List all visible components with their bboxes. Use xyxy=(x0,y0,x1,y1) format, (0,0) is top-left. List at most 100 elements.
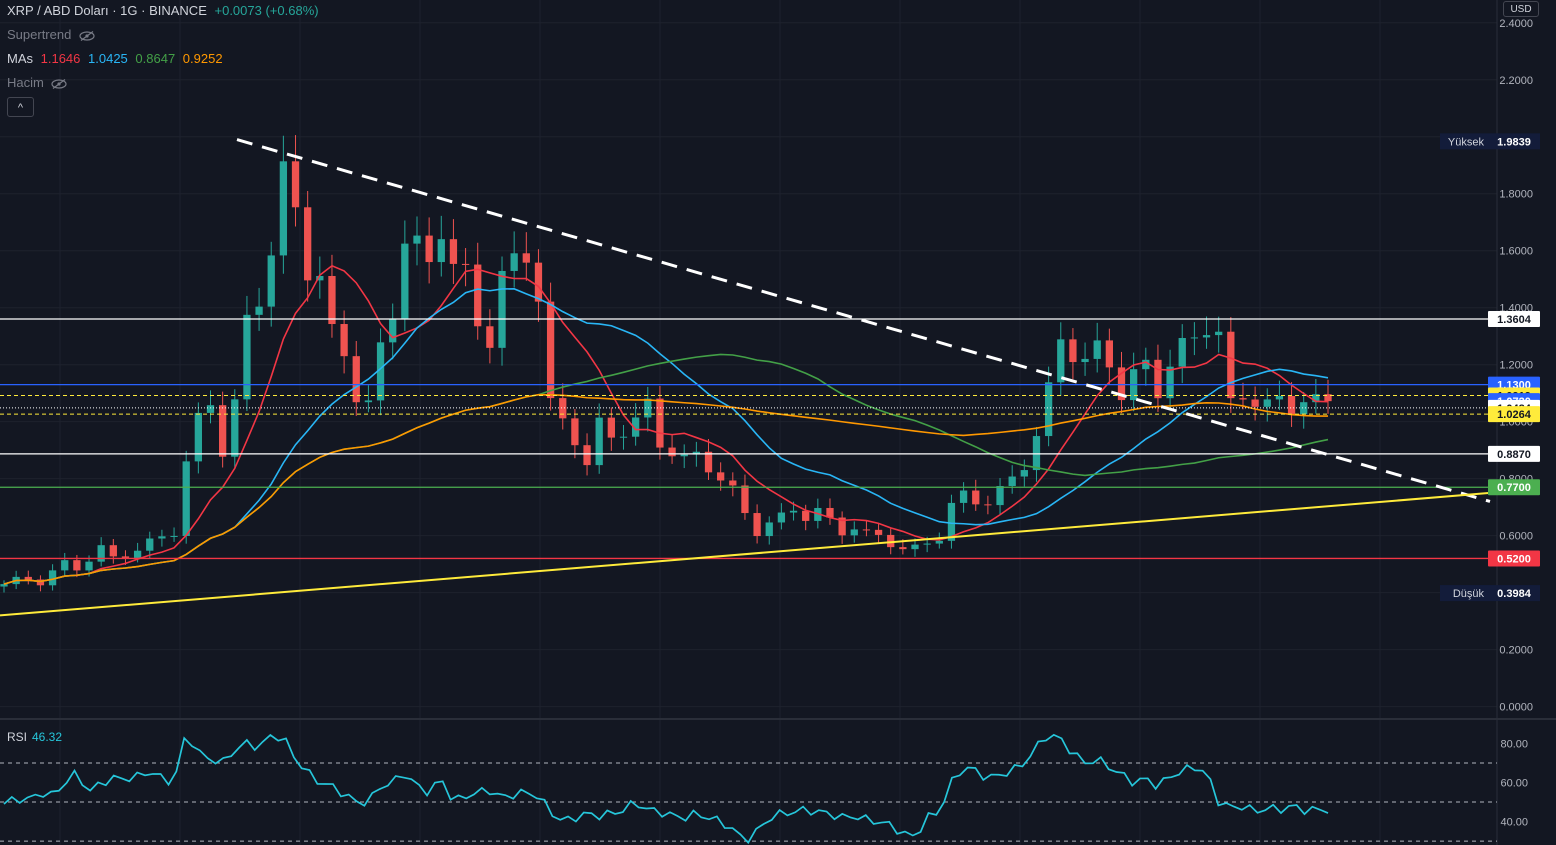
level-badge xyxy=(1488,406,1540,423)
candle-body xyxy=(1057,339,1065,383)
candle-body xyxy=(534,262,543,302)
candle xyxy=(777,503,786,530)
candle-body xyxy=(194,412,202,462)
eye-off-icon[interactable] xyxy=(51,78,68,89)
candle xyxy=(1202,316,1211,349)
candle-body xyxy=(1202,335,1211,338)
ma-value-3: 0.8647 xyxy=(135,51,176,66)
candle-body xyxy=(243,314,251,400)
candle-body xyxy=(656,398,664,448)
candle-body xyxy=(947,502,956,541)
candle xyxy=(644,386,652,432)
candle-body xyxy=(607,417,615,438)
candle-body xyxy=(24,576,32,580)
mas-label: MAs xyxy=(7,51,33,66)
candle xyxy=(753,504,761,544)
candle-body xyxy=(704,451,713,473)
candle-body xyxy=(97,545,105,562)
ma-line-green xyxy=(3,353,1329,585)
candle xyxy=(1190,322,1199,356)
candle-body xyxy=(1215,331,1223,336)
level-badge xyxy=(1488,445,1540,462)
trendlines xyxy=(0,138,1491,617)
candle xyxy=(1130,352,1138,412)
candle-body xyxy=(850,529,858,536)
candle xyxy=(1178,324,1186,384)
candle-body xyxy=(1166,366,1174,399)
candle-body xyxy=(571,418,579,446)
candle xyxy=(838,511,846,544)
rsi-value: 46.32 xyxy=(32,730,62,744)
candle-body xyxy=(729,480,737,486)
level-badge xyxy=(1488,479,1540,496)
price-tick-label: 0.0000 xyxy=(1499,702,1533,714)
candle-body xyxy=(1142,359,1150,370)
candle-body xyxy=(48,570,57,586)
candle xyxy=(984,495,992,515)
supertrend-legend[interactable]: Supertrend xyxy=(7,27,95,42)
candle-body xyxy=(340,324,348,357)
rsi-tick-label: 40.00 xyxy=(1500,817,1528,829)
mas-legend[interactable]: MAs 1.1646 1.0425 0.8647 0.9252 xyxy=(7,51,227,66)
ma-line-orange xyxy=(3,393,1329,585)
candle-body xyxy=(461,263,470,265)
candle xyxy=(146,531,154,559)
price-axis[interactable]: 2.40002.20002.00001.80001.60001.40001.20… xyxy=(1440,18,1540,829)
candle xyxy=(158,529,166,547)
candle-body xyxy=(352,356,360,403)
extreme-text: Yüksek xyxy=(1448,136,1485,148)
horizontal-levels xyxy=(0,318,1497,560)
candle-body xyxy=(741,485,749,514)
collapse-legend-button[interactable]: ^ xyxy=(7,97,34,117)
candle-body xyxy=(364,400,373,403)
ma-value-4: 0.9252 xyxy=(182,51,223,66)
candle xyxy=(48,564,57,591)
level-label: 1.0264 xyxy=(1497,409,1532,421)
candle xyxy=(243,295,251,412)
candle-body xyxy=(1117,367,1126,401)
candle xyxy=(559,383,567,430)
candle xyxy=(850,521,858,543)
candle-body xyxy=(546,301,555,399)
candle-body xyxy=(911,544,919,550)
eye-off-icon[interactable] xyxy=(79,30,95,41)
candle xyxy=(316,256,324,299)
candle-body xyxy=(328,275,336,325)
candle-body xyxy=(559,398,567,419)
rsi-label: RSI xyxy=(7,730,27,744)
candle xyxy=(36,575,45,592)
candle xyxy=(231,389,239,470)
descending-trendline xyxy=(236,138,1491,503)
candle-body xyxy=(0,584,8,587)
symbol-title[interactable]: XRP / ABD Doları · 1G · BINANCE xyxy=(7,3,207,18)
candle xyxy=(680,444,688,469)
candle xyxy=(1324,379,1332,414)
candle-body xyxy=(1020,470,1028,477)
volume-legend[interactable]: Hacim xyxy=(7,75,68,90)
candle-body xyxy=(1324,394,1332,402)
candle-body xyxy=(984,504,992,506)
ma-value-2: 1.0425 xyxy=(88,51,128,66)
candle xyxy=(1008,465,1016,494)
candle-body xyxy=(996,486,1004,506)
candle xyxy=(911,538,919,557)
candle xyxy=(947,494,956,549)
candle xyxy=(109,539,117,564)
level-badge xyxy=(1488,310,1540,327)
candle-body xyxy=(1154,359,1162,399)
rsi-line xyxy=(3,733,1329,845)
extreme-badge xyxy=(1440,133,1540,150)
candle xyxy=(437,215,445,277)
candle xyxy=(61,552,69,576)
extreme-value: 1.9839 xyxy=(1497,136,1531,148)
candle-body xyxy=(838,517,846,536)
candle-body xyxy=(777,512,786,523)
candle xyxy=(1020,459,1028,487)
candle xyxy=(802,504,810,531)
candle xyxy=(1239,382,1247,410)
candle-body xyxy=(279,161,288,256)
currency-selector[interactable]: USD xyxy=(1503,1,1539,17)
level-badge xyxy=(1488,550,1540,567)
candle-body xyxy=(631,417,640,437)
